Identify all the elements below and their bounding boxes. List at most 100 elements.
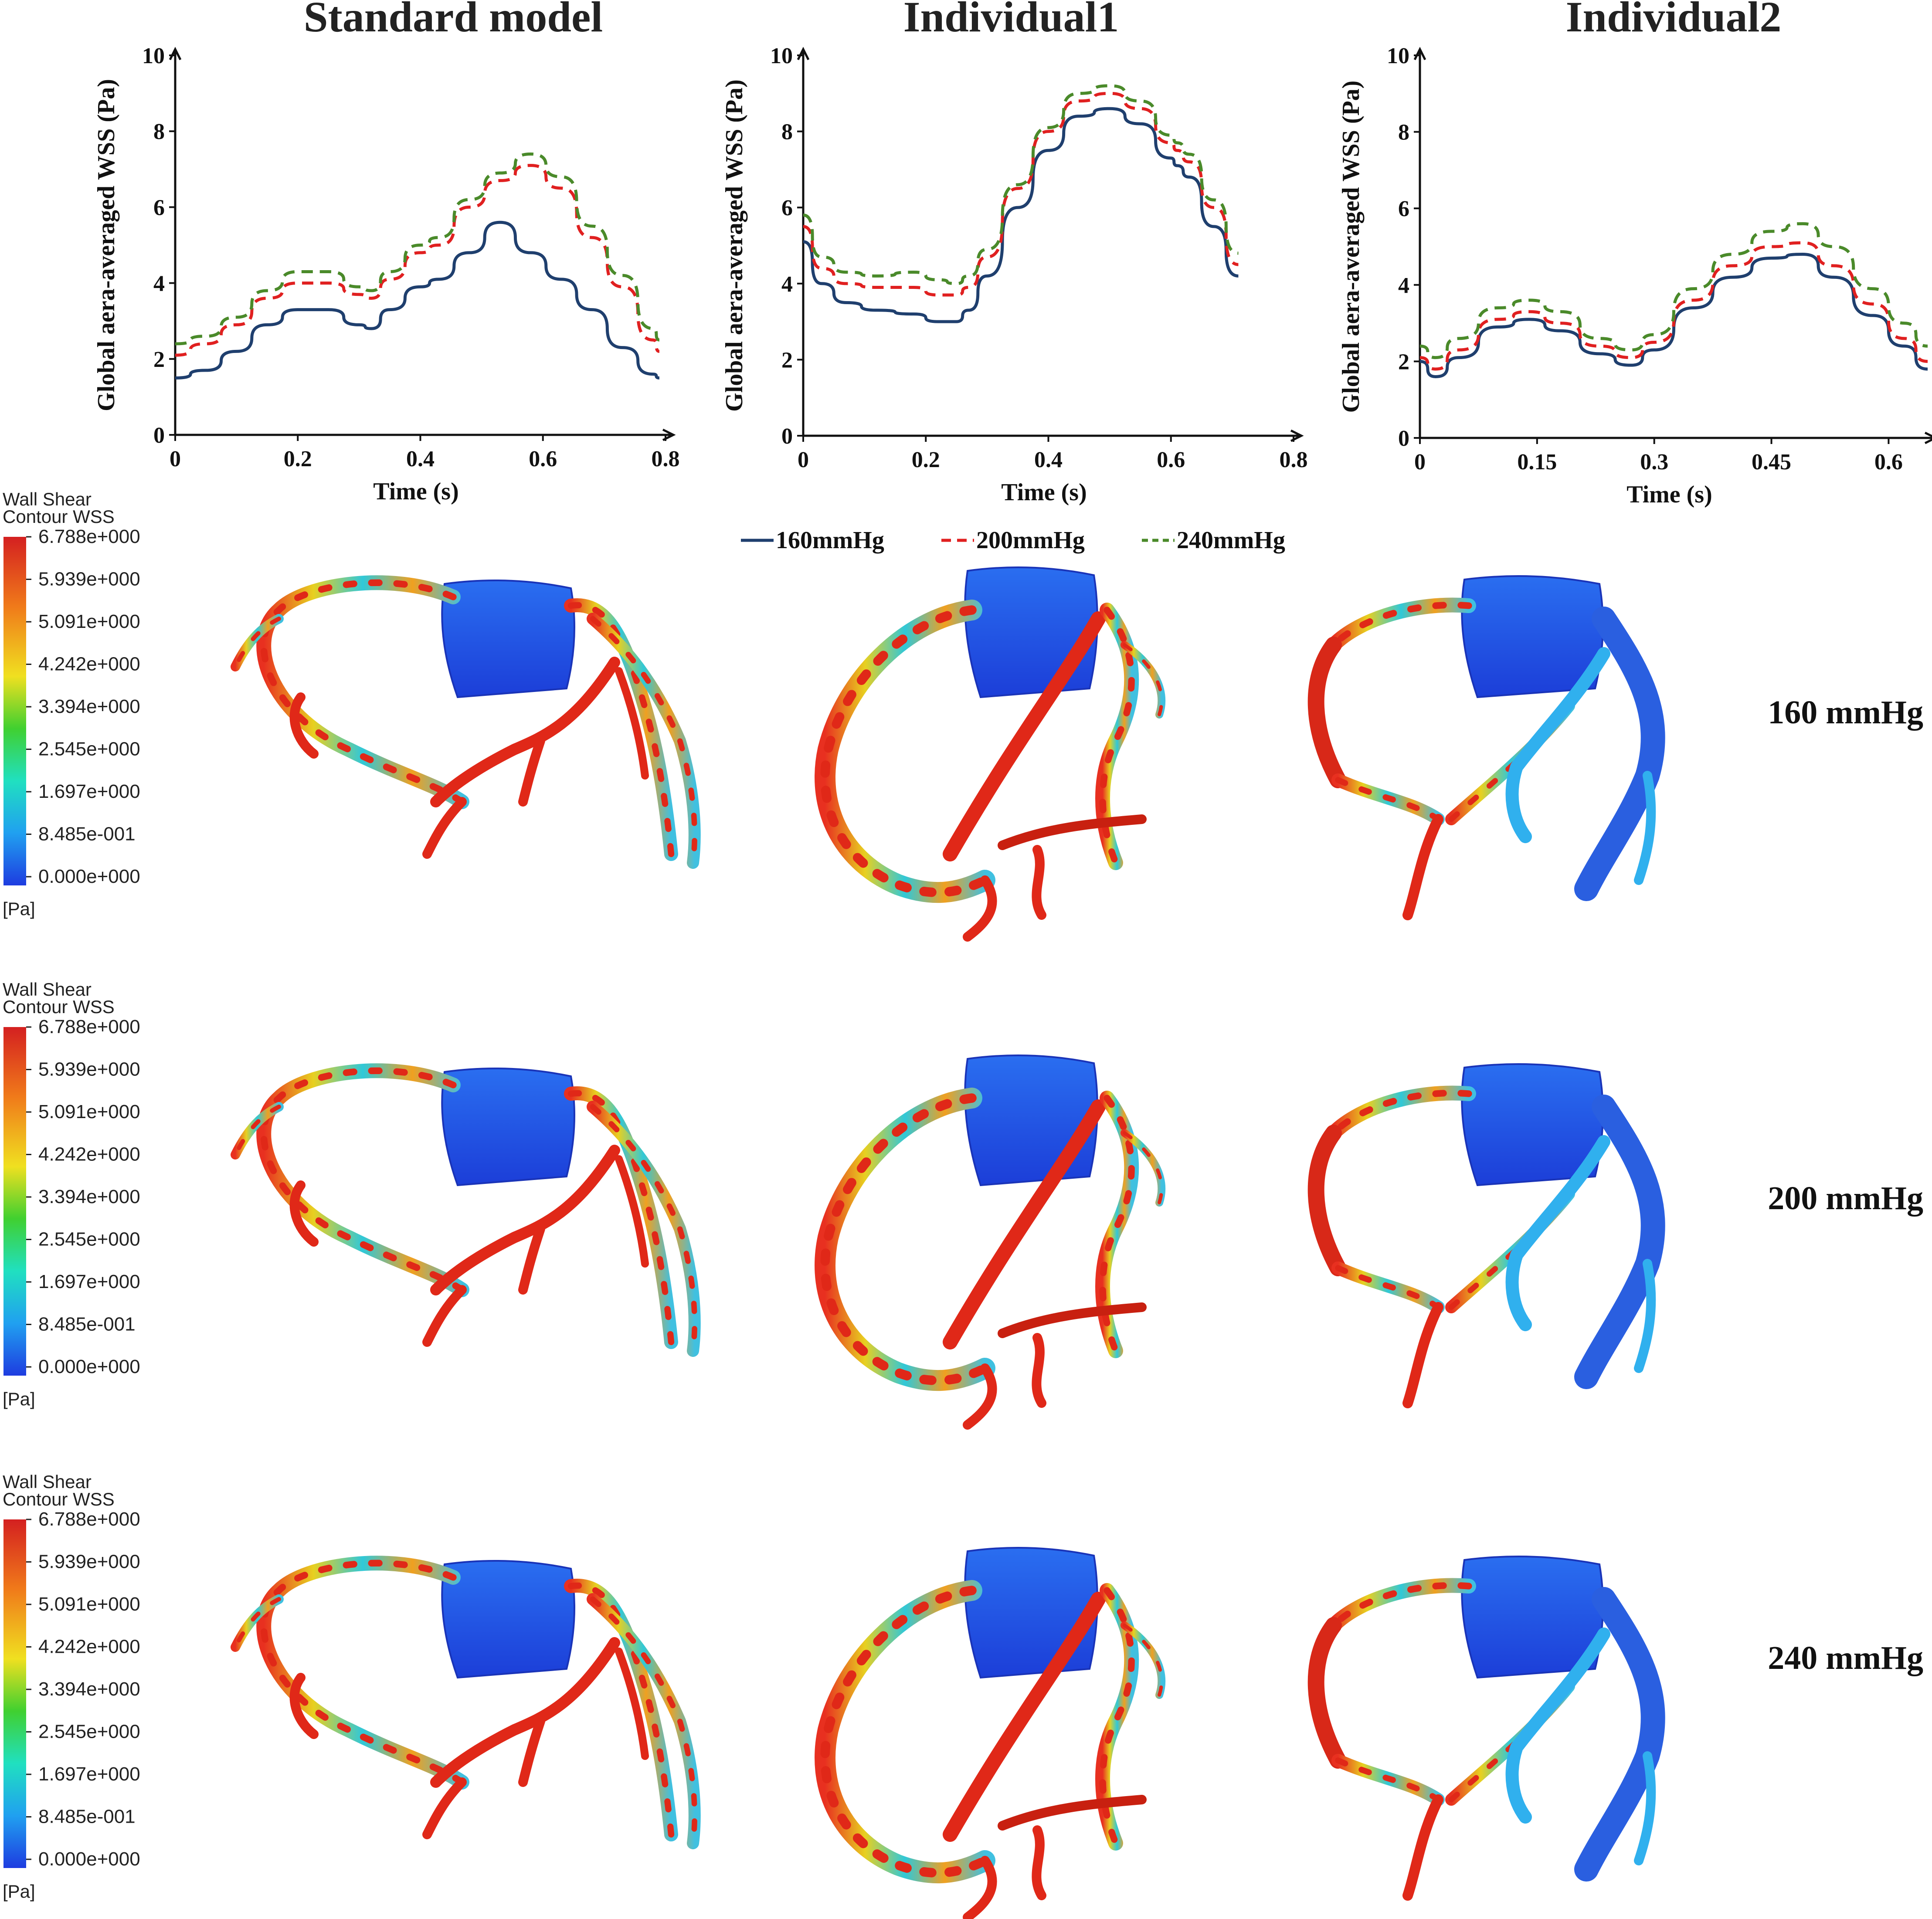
rca-branch-standard-row1-hotspots [233,617,281,669]
x-axis-label: Time (s) [373,478,459,505]
crux-individual1-row1 [998,814,1147,850]
rca-individual1-row2 [815,1088,995,1391]
diag-standard-row1 [615,667,649,780]
legend: 160mmHg 200mmHg 240mmHg [741,527,1285,554]
column-title-individual2: Individual2 [1566,0,1782,41]
chart-standard-model: 0 2 4 6 8 10 0 0.2 0.4 0.6 0.8 Time (s) Global aera-… [93,44,680,505]
colorbar-tick-label: 4.242e+000 [38,654,140,675]
y-tick-label: 0 [781,424,793,449]
aorta-individual1-row1 [964,566,1098,698]
colorbar-gradient [3,1027,26,1376]
colorbar-tick-label: 6.788e+000 [38,1016,140,1037]
lad-standard-row1-hotspots [567,602,675,858]
chart-individual2: 0 2 4 6 8 10 0 0.15 0.3 0.45 0.6 Time (s) Global aer… [1338,44,1932,508]
lad-individual1-row3 [943,1592,1106,1842]
y-axis-label: Global aera-averaged WSS (Pa) [1338,81,1365,413]
x-tick-label: 0.2 [912,448,940,472]
series-line-200mmHg [1419,241,1928,371]
x-tick-label: 0.4 [1034,448,1063,472]
crux-individual1-row3 [998,1795,1147,1831]
rca-prox-individual2-row3 [1326,1578,1476,1633]
y-tick-label: 10 [142,44,165,68]
x-tick-label: 0.8 [652,447,680,471]
marginal-standard-row1 [289,692,319,759]
rca-prox-individual2-row1 [1326,597,1476,652]
series-line-160mmHg [175,220,660,380]
x-tick-label: 0.2 [284,447,312,471]
y-tick-label: 4 [1398,273,1409,298]
aorta-individual1-row3 [964,1547,1098,1679]
branch-b-individual1-row1 [1032,845,1046,920]
rca-standard-row1 [256,575,469,809]
x-axis-label: Time (s) [1626,481,1712,508]
colorbar-tick-label: 8.485e-001 [38,1806,136,1827]
colorbar-tick-label: 5.939e+000 [38,569,140,590]
colorbar-tick-label: 3.394e+000 [38,1186,140,1207]
colorbar-tick-label: 5.939e+000 [38,1551,140,1573]
branch-a-standard-row3 [518,1716,545,1787]
y-tick-label: 0 [1398,426,1409,451]
colorbar-tick-label: 5.091e+000 [38,1594,140,1615]
row-label-160: 160 mmHg [1768,694,1923,731]
colorbar-tick-label: 4.242e+000 [38,1144,140,1165]
x-tick-label: 0.15 [1517,450,1557,475]
rca-standard-row2 [256,1063,469,1297]
series-line-200mmHg [175,164,660,357]
branch-b-individual1-row2 [1032,1333,1046,1408]
x-tick-label: 0 [1414,450,1426,475]
rca-individual1-row3-hotspots [820,1586,990,1878]
series-line-240mmHg [1419,222,1928,359]
colorbar-tick-label: 6.788e+000 [38,1509,140,1530]
pda-individual1-row3 [963,1856,997,1919]
series-line-200mmHg [803,92,1239,297]
rca-individual1-row2-hotspots [820,1093,990,1385]
rca-prox-individual2-row2-hotspots [1330,1089,1472,1136]
column-title-individual1: Individual1 [903,0,1119,41]
crux-individual1-row2 [998,1302,1147,1338]
om-individual2-row3 [1505,1627,1610,1824]
branch-a-standard-row1 [518,736,545,807]
colorbar-tick-label: 1.697e+000 [38,781,140,802]
y-tick-label: 2 [1398,349,1409,374]
crux-standard-row1 [430,657,620,807]
wss-contour-renderings [231,566,1665,1919]
rca-standard-row2-hotspots [260,1067,465,1293]
colorbar-tick-label: 5.939e+000 [38,1059,140,1080]
x-axis-arrow [1924,431,1932,444]
x-tick-label: 0.6 [1157,448,1185,472]
colorbar-title-line2: Contour WSS [3,1489,115,1509]
aorta-standard-row2 [441,1068,575,1187]
colorbar-tick-label: 2.545e+000 [38,739,140,760]
colorbar-tick-label: 6.788e+000 [38,526,140,547]
colorbar-title-line1: Wall Shear [3,979,92,1000]
y-tick-label: 4 [781,272,793,297]
om2-individual2-row1 [1634,771,1656,885]
colorbar-tick-label: 0.000e+000 [38,1848,140,1870]
y-tick-label: 6 [153,195,165,220]
crux-standard-row3 [430,1637,620,1788]
rca-individual1-row1-hotspots [820,605,990,897]
rca-branch-standard-row2-hotspots [233,1105,281,1157]
crux-standard-row2 [430,1145,620,1295]
chart-individual1: 0 2 4 6 8 10 0 0.2 0.4 0.6 0.8 Time (s) Global aera-… [721,44,1308,506]
legend-label-160: 160mmHg [776,527,884,554]
colorbar-tick-label: 1.697e+000 [38,1763,140,1785]
x-tick-label: 0.8 [1280,448,1308,472]
y-axis-label: Global aera-averaged WSS (Pa) [721,79,748,412]
om-individual2-row1 [1505,647,1610,843]
pda-standard-row3 [422,1777,467,1839]
colorbar-tick-label: 5.091e+000 [38,611,140,632]
legend-label-240: 240mmHg [1177,527,1285,554]
pda-standard-row1 [422,797,467,859]
diag-standard-row2 [615,1155,649,1268]
colorbar-unit: [Pa] [3,1881,35,1902]
y-tick-label: 6 [1398,197,1409,221]
rca-prox-individual2-row2 [1326,1085,1476,1140]
rca-prox-individual2-row1-hotspots [1330,601,1472,648]
y-tick-label: 8 [1398,120,1409,145]
x-axis-label: Time (s) [1001,479,1087,506]
x-tick-label: 0 [170,447,181,471]
colorbar-unit: [Pa] [3,898,35,919]
rca-mid-individual2-row2 [1307,1125,1346,1276]
